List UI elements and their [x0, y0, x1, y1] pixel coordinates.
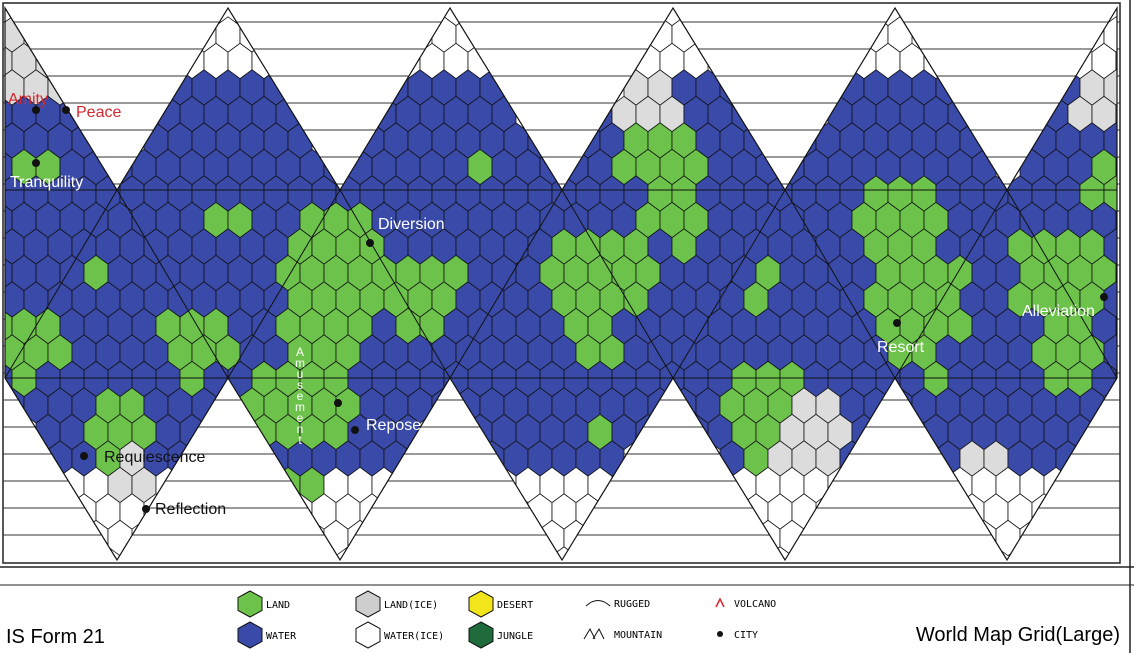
city-label: Peace [76, 104, 121, 121]
city-dot [142, 505, 150, 513]
city-dot [32, 159, 40, 167]
city-label: Reflection [155, 501, 226, 518]
city-label: Resort [877, 339, 925, 356]
legend-label: VOLCANO [734, 599, 776, 610]
hex [1115, 360, 1117, 398]
city-label: Amity [8, 91, 48, 108]
edge [672, 189, 786, 379]
edge [784, 189, 896, 379]
legend-label: MOUNTAIN [614, 630, 662, 641]
legend-hex [468, 590, 494, 618]
icosahedron-edges [4, 5, 1118, 562]
form-number: IS Form 21 [6, 626, 105, 648]
legend-hex [355, 621, 381, 649]
legend-label: WATER [266, 631, 297, 642]
edge [339, 189, 451, 379]
city-dot [366, 239, 374, 247]
legend-volcano [715, 597, 725, 608]
legend-label: LAND(ICE) [384, 600, 438, 611]
legend-label: JUNGLE [497, 631, 533, 642]
legend-hex [237, 621, 263, 649]
edge [894, 189, 1008, 379]
map-title: World Map Grid(Large) [916, 624, 1120, 646]
edge [561, 189, 674, 379]
city-dot [1100, 293, 1108, 301]
legend-hex [237, 590, 263, 618]
hex [1115, 254, 1117, 292]
legend-label: RUGGED [614, 599, 650, 610]
legend-label: CITY [734, 630, 758, 641]
city-label: Repose [366, 417, 421, 434]
edge [227, 189, 341, 379]
legend-rugged [585, 600, 611, 607]
legend-label: WATER(ICE) [384, 631, 444, 642]
legend-city [717, 631, 723, 637]
city-dot [334, 399, 342, 407]
edge [449, 189, 563, 379]
city-label: Amusement [293, 345, 307, 444]
city-label: Requiescence [104, 449, 206, 466]
city-dot [893, 319, 901, 327]
city-labels: Amity Peace Tranquility Diversion Amusement R… [8, 91, 1108, 518]
edge [116, 189, 229, 379]
edge [1006, 189, 1118, 379]
city-dot [62, 106, 70, 114]
legend-mountain [583, 627, 605, 640]
legend-hex [355, 590, 381, 618]
hex [1115, 148, 1117, 186]
legend-label: LAND [266, 600, 290, 611]
hex [1115, 42, 1117, 80]
city-dot [32, 106, 40, 114]
city-label: Tranquility [10, 174, 83, 191]
legend: LAND WATER LAND(ICE) WATER(ICE) DESERT JUNGLE… [237, 590, 776, 649]
legend-label: DESERT [497, 600, 533, 611]
city-dot [80, 452, 88, 460]
hex [1115, 95, 1117, 133]
hex [1115, 307, 1117, 345]
legend-hex [468, 621, 494, 649]
edge [4, 189, 118, 379]
hex [1115, 201, 1117, 239]
city-label: Alleviation [1022, 303, 1095, 320]
city-label: Diversion [378, 216, 445, 233]
city-dot [351, 426, 359, 434]
